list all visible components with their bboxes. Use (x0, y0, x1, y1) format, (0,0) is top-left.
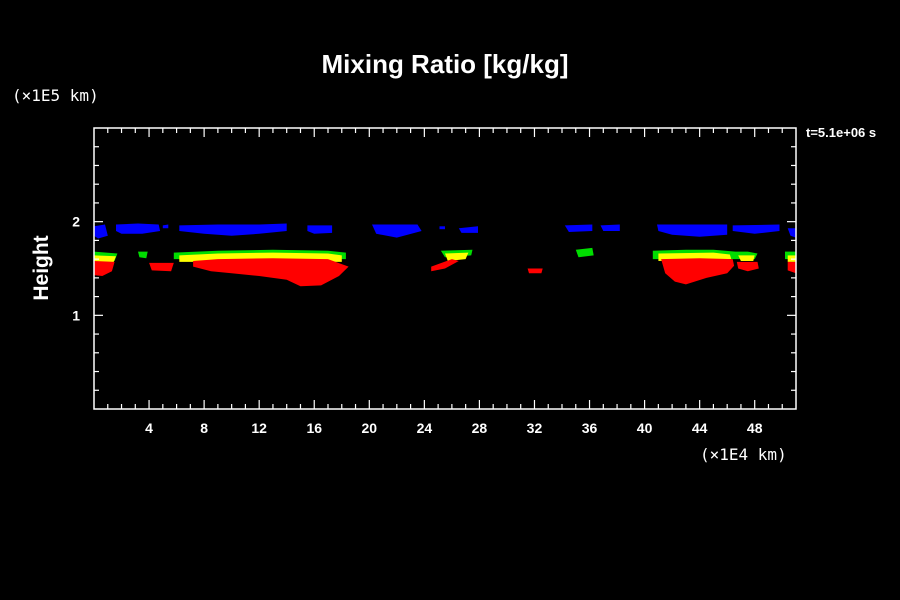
contour-region-level3-20 (94, 255, 116, 263)
contour-region-level1-8 (564, 224, 593, 232)
contour-region-level1-2 (162, 224, 169, 229)
x-tick-label: 44 (692, 420, 708, 436)
contour-region-level1-3 (179, 223, 287, 236)
contour-region-level3-22 (445, 252, 469, 261)
contour-region-level4-26 (94, 261, 115, 276)
x-tick-label: 40 (637, 420, 653, 436)
x-tick-label: 4 (145, 420, 153, 436)
contour-region-level1-4 (307, 225, 333, 234)
x-tick-label: 16 (306, 420, 322, 436)
contour-region-level1-5 (372, 224, 422, 238)
contour-region-level1-1 (116, 223, 161, 234)
contour-regions (94, 223, 796, 287)
x-tick-label: 36 (582, 420, 598, 436)
x-unit-label: (×1E4 km) (700, 445, 787, 464)
plot-frame (93, 127, 797, 410)
contour-region-level2-14 (138, 251, 148, 259)
contour-region-level1-9 (600, 224, 620, 231)
contour-region-level2-17 (575, 247, 594, 258)
x-tick-label: 24 (417, 420, 433, 436)
x-tick-label: 32 (527, 420, 543, 436)
y-unit-label: (×1E5 km) (12, 86, 99, 105)
contour-region-level1-12 (787, 228, 796, 238)
contour-region-level4-31 (661, 258, 735, 285)
x-tick-label: 12 (251, 420, 267, 436)
chart-title: Mixing Ratio [kg/kg] (322, 49, 569, 79)
contour-region-level1-0 (94, 224, 108, 239)
contour-region-level4-29 (431, 259, 459, 272)
x-tick-label: 28 (472, 420, 488, 436)
contour-region-level4-33 (787, 261, 796, 274)
contour-region-level1-11 (732, 224, 780, 234)
x-tick-label: 20 (362, 420, 378, 436)
x-tick-label: 8 (200, 420, 208, 436)
time-label: t=5.1e+06 s (806, 125, 876, 140)
contour-region-level4-32 (736, 261, 759, 272)
x-tick-label: 48 (747, 420, 763, 436)
y-axis-label: Height (30, 235, 53, 300)
contour-region-level1-6 (439, 226, 445, 230)
contour-region-level4-28 (193, 258, 349, 287)
contour-region-level4-27 (149, 262, 174, 272)
y-tick-label: 1 (72, 307, 80, 323)
y-tick-label: 2 (72, 214, 80, 230)
contour-region-level1-10 (657, 224, 728, 237)
contour-region-level3-24 (738, 255, 755, 261)
contour-region-level4-30 (527, 268, 543, 274)
contour-region-level1-7 (458, 226, 478, 233)
